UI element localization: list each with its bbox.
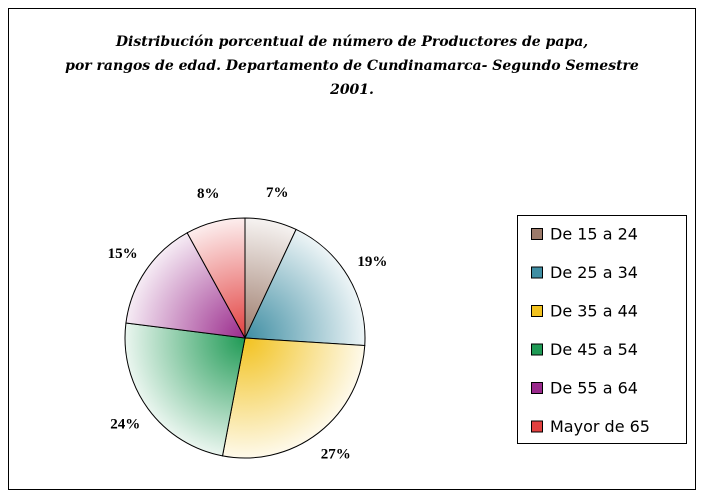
pie-slice <box>124 322 246 457</box>
data-label: 15% <box>108 246 138 262</box>
legend-label: De 35 a 44 <box>550 302 638 321</box>
data-label: 27% <box>321 446 351 462</box>
legend-label: Mayor de 65 <box>550 417 650 436</box>
data-label: 7% <box>266 185 289 201</box>
chart-title: 2001. <box>329 82 374 98</box>
data-label: 19% <box>357 254 387 270</box>
legend-swatch <box>531 343 543 356</box>
legend-label: De 15 a 24 <box>550 225 638 244</box>
legend-swatch <box>531 266 543 279</box>
legend-box <box>517 215 687 444</box>
legend-label: De 55 a 64 <box>550 379 638 398</box>
legend-swatch <box>531 305 543 317</box>
legend-label: De 25 a 34 <box>550 263 638 282</box>
legend-swatch <box>531 228 543 240</box>
chart-title: por rangos de edad. Departamento de Cund… <box>65 58 639 74</box>
data-label: 8% <box>197 186 220 202</box>
legend-swatch <box>531 382 543 394</box>
pie-slice <box>244 228 366 347</box>
pie-slice <box>221 337 366 459</box>
legend-swatch <box>531 420 543 433</box>
pie-slice <box>186 217 246 339</box>
legend-label: De 45 a 54 <box>550 340 638 359</box>
data-label: 24% <box>110 416 140 432</box>
pie-slice <box>125 232 246 339</box>
chart-title: Distribución porcentual de número de Pro… <box>115 34 588 50</box>
